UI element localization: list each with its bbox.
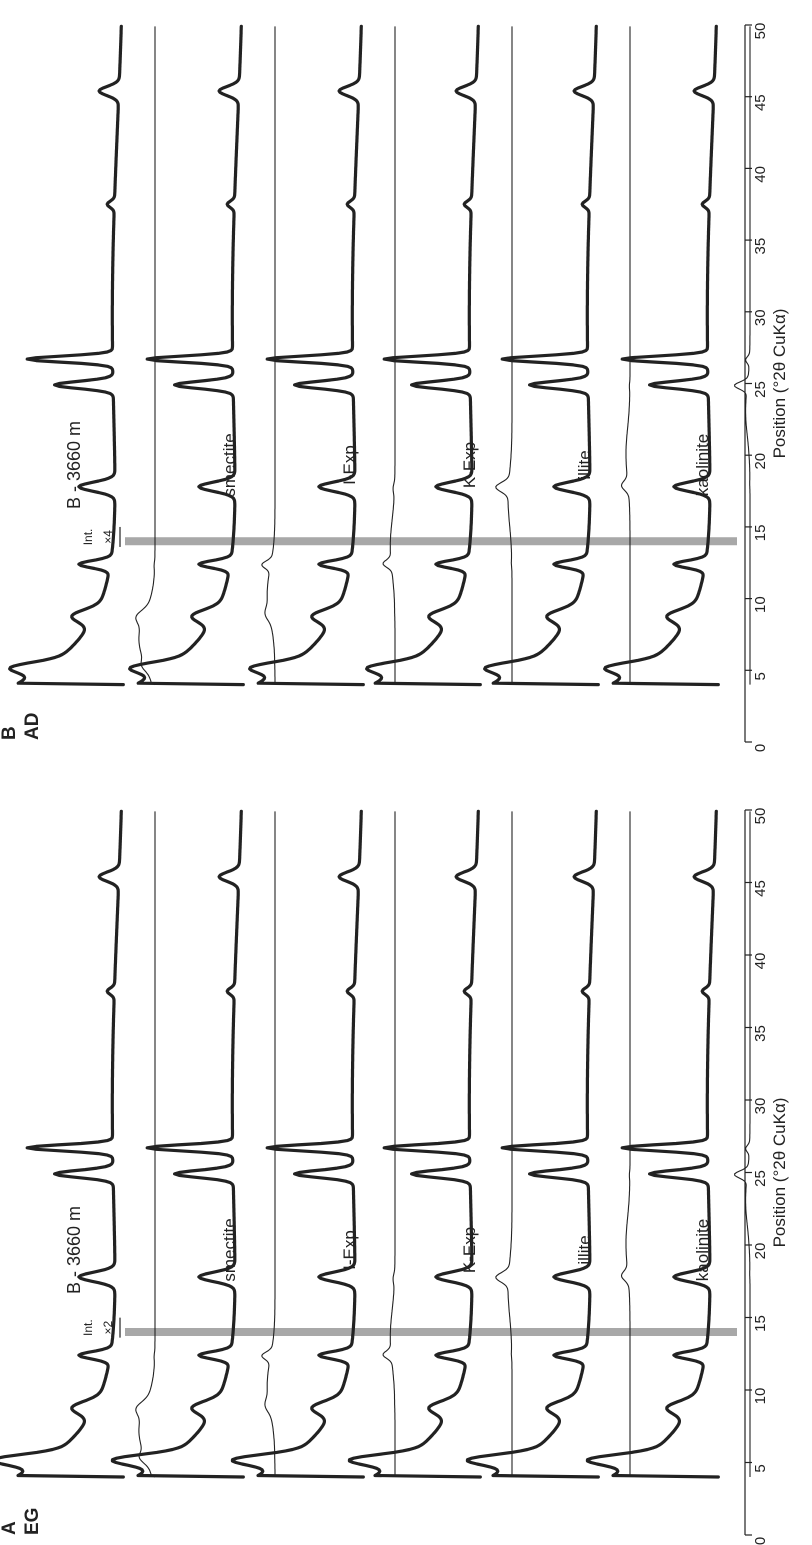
x-tick-label: 30 bbox=[752, 309, 769, 326]
x-tick-label: 35 bbox=[752, 1025, 769, 1042]
x-tick-label: 40 bbox=[752, 953, 769, 970]
observed-trace bbox=[230, 809, 365, 1479]
observed-trace bbox=[465, 809, 600, 1479]
x-tick-label: 10 bbox=[752, 1388, 769, 1405]
x-tick-label: 0 bbox=[752, 744, 769, 752]
observed-trace bbox=[483, 24, 600, 687]
panel-b: 0 5 10 15 20 25 30 35 40 45 50 Position (°2θ CuKα) B… bbox=[0, 23, 789, 753]
x-tick-label: 15 bbox=[752, 1315, 769, 1332]
scale-change-bar bbox=[125, 537, 737, 546]
intensity-factor: ×4 bbox=[101, 530, 115, 544]
x-tick-label: 0 bbox=[752, 1537, 769, 1545]
panel-letter: A bbox=[0, 1521, 20, 1535]
panel-a: 0 5 10 15 20 25 30 35 40 45 50 Position (°2θ CuKα) A… bbox=[0, 808, 789, 1545]
calculated-trace bbox=[620, 26, 631, 685]
treatment-label: AD bbox=[22, 713, 43, 740]
sample-label: B - 3660 m bbox=[64, 421, 84, 509]
observed-trace bbox=[8, 24, 125, 687]
x-tick-label: 5 bbox=[752, 672, 769, 680]
calculated-trace bbox=[135, 811, 156, 1478]
x-axis-title: Position (°2θ CuKα) bbox=[770, 1098, 789, 1248]
x-tick-label: 45 bbox=[752, 94, 769, 111]
x-tick-label: 5 bbox=[752, 1464, 769, 1472]
observed-trace bbox=[110, 809, 245, 1479]
scale-change-bar bbox=[125, 1328, 737, 1336]
x-tick-label: 30 bbox=[752, 1098, 769, 1115]
intensity-note: Int. bbox=[81, 1319, 95, 1336]
x-tick-label: 25 bbox=[752, 1170, 769, 1187]
x-tick-label: 25 bbox=[752, 381, 769, 398]
observed-trace bbox=[128, 24, 245, 687]
calculated-trace bbox=[734, 811, 751, 1477]
x-tick-label: 35 bbox=[752, 238, 769, 255]
treatment-label: EG bbox=[22, 1508, 43, 1535]
calculated-trace bbox=[495, 811, 513, 1477]
x-tick-label: 50 bbox=[752, 808, 769, 825]
observed-trace bbox=[248, 24, 365, 687]
x-tick-label: 20 bbox=[752, 1243, 769, 1260]
panel-letter: B bbox=[0, 726, 20, 740]
calculated-trace bbox=[620, 811, 631, 1477]
calculated-trace bbox=[734, 26, 751, 685]
observed-trace bbox=[0, 809, 125, 1479]
x-tick-label: 40 bbox=[752, 166, 769, 183]
x-tick-label: 20 bbox=[752, 453, 769, 470]
x-axis-title: Position (°2θ CuKα) bbox=[770, 309, 789, 459]
series-label: K-Exp bbox=[460, 1227, 479, 1273]
observed-trace bbox=[585, 809, 720, 1479]
calculated-trace bbox=[261, 26, 276, 685]
observed-trace bbox=[365, 24, 482, 687]
observed-trace bbox=[603, 24, 720, 687]
series-label: K-Exp bbox=[460, 442, 479, 488]
x-tick-label: 15 bbox=[752, 525, 769, 542]
sample-label: B - 3660 m bbox=[64, 1206, 84, 1294]
intensity-factor: ×2 bbox=[101, 1320, 115, 1334]
x-tick-label: 50 bbox=[752, 23, 769, 40]
observed-trace bbox=[347, 809, 482, 1479]
calculated-trace bbox=[261, 811, 276, 1477]
calculated-trace bbox=[495, 26, 513, 685]
calculated-trace bbox=[382, 26, 396, 685]
calculated-trace bbox=[135, 26, 156, 686]
calculated-trace bbox=[382, 811, 396, 1477]
intensity-note: Int. bbox=[81, 529, 95, 546]
x-tick-label: 45 bbox=[752, 880, 769, 897]
x-tick-label: 10 bbox=[752, 596, 769, 613]
